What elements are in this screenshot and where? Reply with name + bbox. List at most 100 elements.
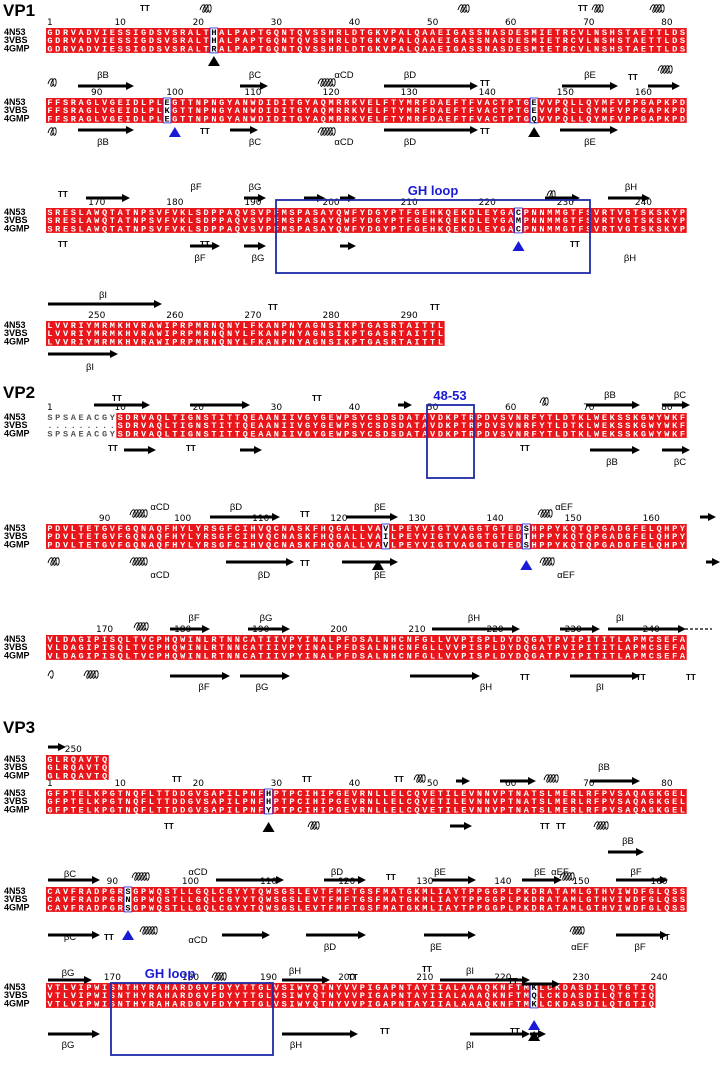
identity-column: [108, 887, 117, 912]
residue: A: [610, 532, 616, 542]
identity-column: [506, 789, 515, 814]
residue: A: [86, 413, 92, 423]
residue: P: [399, 532, 404, 542]
residue: P: [547, 532, 552, 542]
ss-label: βB: [97, 70, 109, 81]
residue: G: [282, 895, 287, 905]
identity-column: [303, 28, 312, 53]
residue: L: [63, 983, 68, 993]
identity-column: [389, 98, 398, 123]
sequence-name: 4GMP: [4, 337, 30, 347]
residue: Q: [336, 225, 341, 235]
residue: W: [250, 98, 256, 108]
residue: T: [610, 225, 615, 235]
residue: S: [500, 28, 505, 38]
residue: D: [563, 983, 568, 993]
residue: P: [204, 98, 209, 108]
residue: D: [532, 887, 537, 897]
identity-column: [61, 983, 70, 1008]
identity-column: [561, 887, 570, 912]
residue: I: [266, 106, 271, 116]
residue: T: [94, 532, 99, 542]
residue: Q: [266, 524, 271, 534]
residue: N: [485, 36, 490, 46]
residue: G: [125, 541, 130, 551]
residue: E: [118, 115, 123, 125]
residue: T: [399, 338, 404, 348]
residue: Y: [383, 208, 389, 218]
identity-column: [436, 98, 445, 123]
residue: L: [344, 36, 349, 46]
identity-column: [233, 208, 242, 233]
residue: S: [360, 652, 365, 662]
identity-column: [584, 28, 593, 53]
residue: D: [55, 45, 60, 55]
identity-column: [288, 413, 297, 438]
residue: L: [680, 789, 685, 799]
residue: Q: [328, 524, 333, 534]
residue: A: [407, 413, 413, 423]
residue: P: [344, 421, 349, 431]
residue: Y: [672, 225, 678, 235]
strand-arrow: [700, 513, 716, 521]
residue: E: [641, 524, 646, 534]
identity-column: [498, 983, 508, 1008]
identity-column: [670, 28, 679, 53]
identity-column: [647, 28, 656, 53]
residue: A: [461, 36, 467, 46]
residue: M: [571, 887, 576, 897]
identity-column: [233, 321, 242, 346]
identity-column: [53, 789, 62, 814]
alignment-block: 4N53 P D V L T E T G V F G Q N A Q F H Y L Y R S G F C I H V Q C N A S K F H…: [4, 514, 687, 551]
residue: A: [321, 643, 327, 653]
turn-mark: TT: [108, 444, 118, 453]
identity-column: [311, 321, 320, 346]
residue: N: [133, 216, 138, 226]
alignment-block: 4N53 V T L V I P W I S N T H Y R A H A R D G V F D Y Y T T G L V S I W Y Q T…: [4, 973, 668, 1010]
residue: V: [313, 904, 319, 914]
turn-mark: TT: [200, 240, 210, 249]
residue: A: [305, 216, 311, 226]
identity-column: [241, 983, 250, 1008]
residue: Q: [157, 887, 162, 897]
identity-column: [366, 789, 375, 814]
residue: S: [110, 652, 115, 662]
residue: G: [625, 991, 630, 1001]
residue: H: [610, 45, 615, 55]
identity-column: [186, 983, 195, 1008]
sequence-name: 3VBS: [4, 796, 28, 806]
residue: L: [547, 789, 552, 799]
ss-label: βE: [430, 942, 442, 953]
identity-column: [678, 887, 687, 912]
identity-column: [249, 983, 258, 1008]
residue: I: [469, 635, 474, 645]
residue: L: [430, 635, 435, 645]
residue: T: [508, 797, 513, 807]
residue: T: [258, 643, 263, 653]
residue: R: [524, 430, 530, 440]
residue: T: [516, 98, 521, 108]
residue: F: [344, 652, 349, 662]
residue: R: [391, 321, 397, 331]
identity-column: [342, 983, 351, 1008]
residue: N: [250, 806, 255, 816]
ss-label: βC: [64, 869, 76, 880]
residue: P: [360, 991, 365, 1001]
identity-column: [272, 321, 281, 346]
residue: N: [500, 983, 505, 993]
residue: A: [305, 208, 311, 218]
identity-column: [413, 208, 422, 233]
residue: Q: [133, 541, 138, 551]
position-number: 160: [650, 877, 667, 887]
residue: F: [508, 991, 513, 1001]
ss-label: βC: [249, 70, 261, 81]
residue: V: [492, 413, 498, 423]
identity-column: [397, 321, 406, 346]
residue: E: [328, 430, 333, 440]
residue: F: [453, 115, 458, 125]
identity-column: [155, 208, 164, 233]
residue: M: [383, 887, 388, 897]
residue: K: [446, 421, 452, 431]
residue: P: [656, 115, 661, 125]
residue: W: [297, 983, 303, 993]
